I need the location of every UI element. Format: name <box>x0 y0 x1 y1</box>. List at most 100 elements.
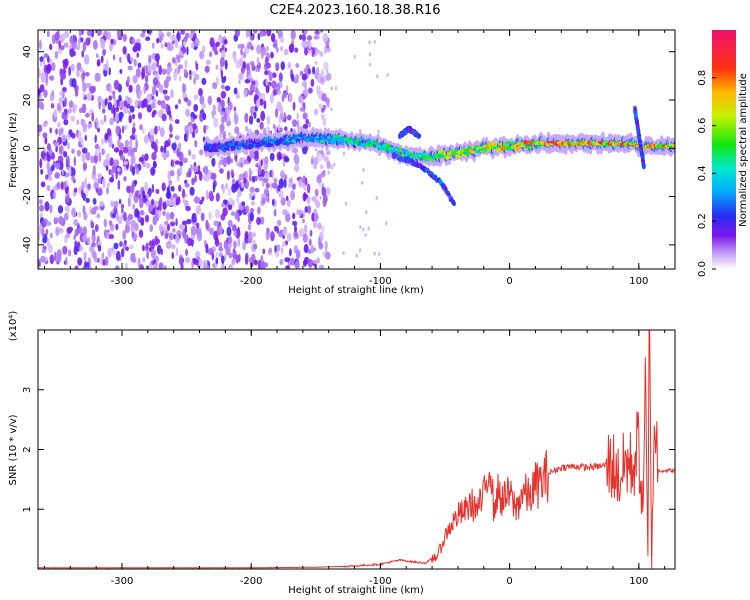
noise-speckle <box>299 70 304 76</box>
noise-speckle <box>292 212 296 220</box>
noise-speckle <box>112 213 116 218</box>
noise-speckle <box>280 246 284 255</box>
noise-speckle <box>107 182 110 188</box>
noise-speckle <box>257 32 261 41</box>
noise-speckle <box>294 164 300 173</box>
noise-speckle <box>302 218 305 224</box>
noise-speckle <box>144 181 149 192</box>
noise-speckle <box>164 95 171 101</box>
noise-speckle <box>63 119 69 126</box>
ridge-core <box>284 141 291 146</box>
noise-speckle <box>50 232 53 239</box>
ridge-core <box>214 147 218 152</box>
noise-speckle <box>216 97 221 103</box>
y-tick-label: -40 <box>22 237 33 253</box>
noise-speckle <box>147 65 152 74</box>
noise-speckle <box>102 178 106 189</box>
noise-speckle <box>182 157 188 164</box>
noise-speckle <box>132 147 138 153</box>
noise-speckle <box>237 44 241 49</box>
noise-speckle <box>104 132 109 141</box>
noise-speckle <box>260 216 265 225</box>
noise-speckle <box>256 118 261 123</box>
noise-speckle <box>145 199 151 207</box>
noise-speckle <box>91 242 96 248</box>
noise-speckle <box>44 136 48 145</box>
noise-speckle <box>105 165 109 171</box>
noise-speckle <box>166 242 173 248</box>
noise-speckle <box>228 252 233 259</box>
noise-speckle <box>85 112 90 118</box>
noise-speckle <box>218 252 223 258</box>
noise-speckle <box>220 84 225 90</box>
noise-speckle <box>115 223 119 231</box>
noise-speckle <box>153 144 158 154</box>
noise-speckle <box>221 115 225 125</box>
noise-speckle <box>150 248 157 260</box>
noise-speckle <box>305 118 310 125</box>
noise-speckle <box>79 245 83 252</box>
noise-speckle <box>318 236 321 245</box>
noise-speckle <box>235 94 240 99</box>
x-tick-label: -100 <box>369 576 392 587</box>
noise-speckle <box>67 108 72 114</box>
noise-speckle <box>281 241 286 248</box>
noise-speckle <box>216 76 219 85</box>
noise-speckle <box>211 172 217 180</box>
noise-speckle <box>196 227 202 237</box>
noise-speckle <box>170 35 176 42</box>
noise-speckle <box>63 212 69 221</box>
noise-speckle <box>192 123 197 130</box>
noise-speckle <box>315 61 318 66</box>
noise-speckle <box>211 157 216 167</box>
noise-speckle <box>275 62 280 72</box>
noise-speckle <box>283 111 287 121</box>
x-tick-label: 0 <box>506 276 512 287</box>
noise-speckle <box>313 108 319 116</box>
noise-speckle <box>97 244 102 252</box>
noise-speckle <box>296 112 300 120</box>
noise-speckle <box>134 163 138 170</box>
noise-speckle <box>38 100 43 109</box>
ridge-branch <box>452 201 456 206</box>
noise-speckle <box>245 30 251 37</box>
noise-speckle <box>243 177 247 185</box>
noise-speckle <box>312 66 316 75</box>
ridge-core <box>295 138 301 141</box>
noise-speckle <box>90 155 95 164</box>
noise-speckle <box>74 104 78 111</box>
noise-speckle <box>316 85 321 94</box>
noise-speckle <box>73 156 77 167</box>
noise-speckle <box>107 101 113 111</box>
noise-speckle <box>292 220 298 227</box>
ridge-core <box>423 153 430 157</box>
noise-speckle <box>161 32 165 39</box>
spectrogram-x-label: Height of straight line (km) <box>288 285 424 296</box>
noise-speckle <box>74 89 79 97</box>
noise-speckle <box>54 172 60 179</box>
noise-speckle <box>109 84 113 95</box>
noise-speckle <box>129 244 134 250</box>
noise-speckle <box>174 104 179 109</box>
noise-speckle <box>152 42 155 49</box>
noise-speckle <box>376 74 379 79</box>
noise-speckle <box>96 59 101 67</box>
noise-speckle <box>235 30 240 38</box>
noise-speckle <box>40 72 46 83</box>
noise-speckle <box>77 226 83 234</box>
noise-speckle <box>48 243 53 254</box>
noise-speckle <box>265 83 270 94</box>
noise-speckle <box>55 146 58 153</box>
noise-speckle <box>228 264 233 269</box>
noise-speckle <box>228 132 231 137</box>
noise-speckle <box>368 62 372 67</box>
noise-speckle <box>92 198 97 205</box>
noise-speckle <box>167 66 173 73</box>
noise-speckle <box>368 52 372 57</box>
noise-speckle <box>39 212 43 218</box>
noise-speckle <box>39 204 45 212</box>
noise-speckle <box>127 141 131 146</box>
ridge-core <box>350 137 354 141</box>
noise-speckle <box>228 197 233 205</box>
noise-speckle <box>227 203 233 211</box>
